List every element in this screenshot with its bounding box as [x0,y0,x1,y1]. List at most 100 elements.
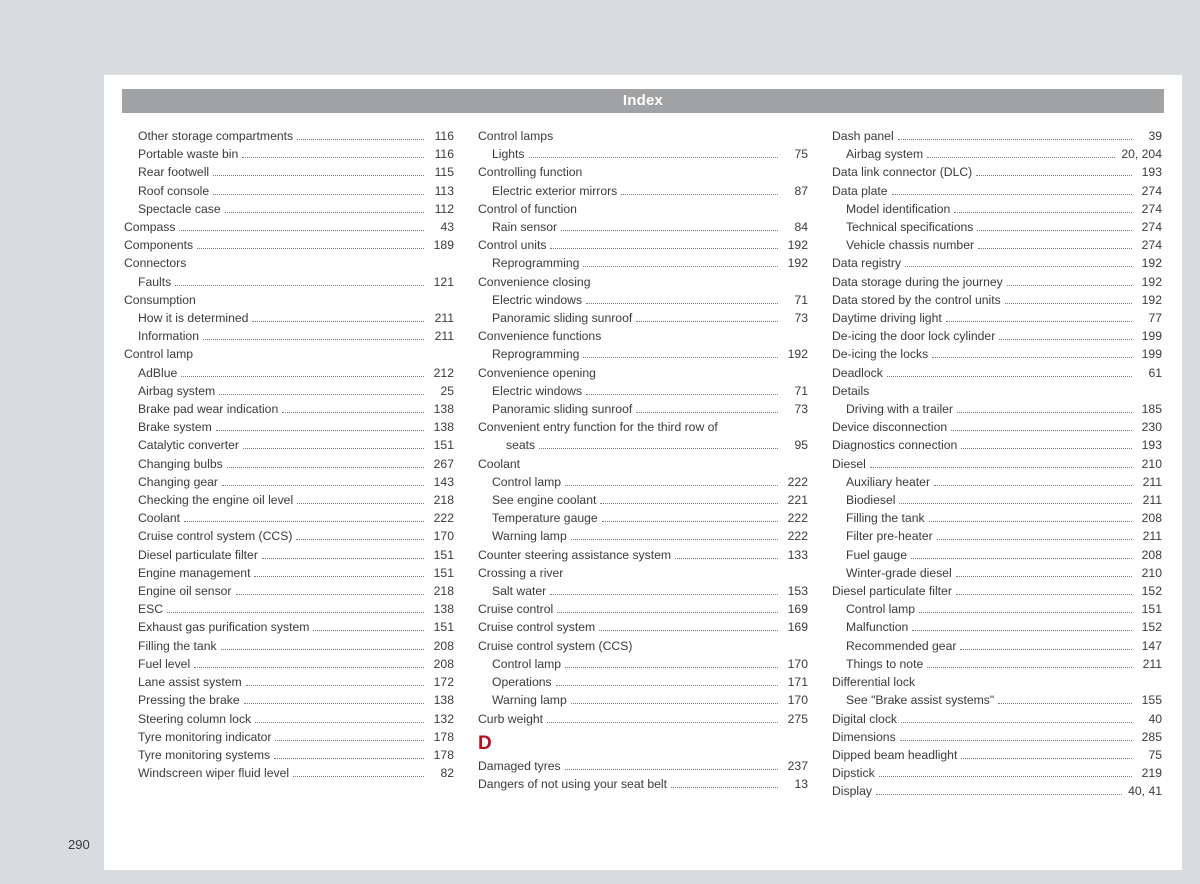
index-entry-page: 222 [428,509,454,527]
dot-leader [901,715,1132,722]
index-entry-label: Recommended gear [846,637,956,655]
dot-leader [671,781,778,788]
index-entry-page: 138 [428,600,454,618]
dot-leader [175,278,424,285]
index-entry: Filling the tank208 [124,637,454,655]
index-entry-page: 39 [1136,127,1162,145]
index-entry: Compass 43 [124,218,454,236]
index-entry-page: 210 [1136,564,1162,582]
index-entry-label: Diesel particulate filter [138,546,258,564]
index-entry-page: 178 [428,728,454,746]
dot-leader [954,206,1132,213]
index-entry-label: Spectacle case [138,200,221,218]
dot-leader [912,624,1132,631]
index-entry: Coolant222 [124,509,454,527]
index-entry-label: Malfunction [846,618,908,636]
index-entry-page: 192 [782,345,808,363]
index-entry-page: 121 [428,273,454,291]
dot-leader [529,151,778,158]
index-entry-page: 192 [1136,254,1162,272]
index-entry-page: 275 [782,710,808,728]
index-entry: Tyre monitoring systems178 [124,746,454,764]
index-entry-page: 222 [782,473,808,491]
dot-leader [539,442,778,449]
index-entry: Control lamp151 [832,600,1162,618]
index-entry: De-icing the locks199 [832,345,1162,363]
index-entry: Electric windows71 [478,382,808,400]
index-entry: Data registry192 [832,254,1162,272]
index-entry-page: 274 [1136,236,1162,254]
dot-leader [957,406,1132,413]
index-entry-label: Control lamp [492,473,561,491]
dot-leader [203,333,424,340]
index-entry: Display40, 41 [832,782,1162,800]
index-entry: Vehicle chassis number274 [832,236,1162,254]
dot-leader [927,661,1132,668]
index-entry-page: 210 [1136,455,1162,473]
index-entry: Control lamp170 [478,655,808,673]
index-entry-label: Curb weight [478,710,543,728]
index-entry: Diesel 210 [832,455,1162,473]
dot-leader [905,260,1132,267]
index-entry: Tyre monitoring indicator178 [124,728,454,746]
index-entry-page: 274 [1136,200,1162,218]
index-entry-page: 211 [1136,473,1162,491]
index-entry: Information211 [124,327,454,345]
index-entry-label: Data plate [832,182,888,200]
index-entry-page: 199 [1136,327,1162,345]
dot-leader [242,151,424,158]
dot-leader [675,551,778,558]
dot-leader [197,242,424,249]
index-entry-label: Tyre monitoring systems [138,746,270,764]
index-entry: Winter-grade diesel210 [832,564,1162,582]
index-entry: Changing bulbs267 [124,455,454,473]
dot-leader [565,661,778,668]
index-entry-label: Reprogramming [492,254,579,272]
index-entry: Data plate 274 [832,182,1162,200]
dot-leader [252,315,424,322]
index-entry-page: 219 [1136,764,1162,782]
index-entry-label: Diesel particulate filter [832,582,952,600]
index-entry-label: Warning lamp [492,527,567,545]
dot-leader [225,206,424,213]
index-entry: Damaged tyres237 [478,757,808,775]
index-entry: Data storage during the journey192 [832,273,1162,291]
index-entry: Pressing the brake138 [124,691,454,709]
dot-leader [876,788,1122,795]
index-entry-label: Compass [124,218,175,236]
index-entry-page: 115 [428,163,454,181]
index-entry-page: 153 [782,582,808,600]
index-entry-page: 218 [428,582,454,600]
index-entry: Diesel particulate filter152 [832,582,1162,600]
index-entry-label: Driving with a trailer [846,400,953,418]
dot-leader [937,533,1132,540]
index-entry-label: Dimensions [832,728,896,746]
index-entry: Technical specifications274 [832,218,1162,236]
index-entry: Convenience functions [478,327,808,345]
index-entry-label: Things to note [846,655,923,673]
index-entry-label: Data stored by the control units [832,291,1001,309]
index-entry-page: 169 [782,618,808,636]
index-entry-label: Dipstick [832,764,875,782]
index-entry: Crossing a river [478,564,808,582]
index-entry: Differential lock [832,673,1162,691]
index-entry-label: Diesel [832,455,866,473]
dot-leader [296,533,424,540]
index-entry-page: 40 [1136,710,1162,728]
index-entry-label: Reprogramming [492,345,579,363]
dot-leader [946,315,1132,322]
index-entry: Electric exterior mirrors87 [478,182,808,200]
index-entry-page: 71 [782,382,808,400]
dot-leader [255,715,424,722]
index-entry: AdBlue212 [124,364,454,382]
index-entry: Data link connector (DLC)193 [832,163,1162,181]
index-entry: Control lamp 222 [478,473,808,491]
index-entry: Device disconnection230 [832,418,1162,436]
index-entry: Dipstick 219 [832,764,1162,782]
index-entry-page: 43 [428,218,454,236]
index-entry: Panoramic sliding sunroof73 [478,309,808,327]
dot-leader [899,497,1132,504]
index-entry-label: Panoramic sliding sunroof [492,309,632,327]
index-entry: Coolant [478,455,808,473]
index-entry-page: 274 [1136,182,1162,200]
